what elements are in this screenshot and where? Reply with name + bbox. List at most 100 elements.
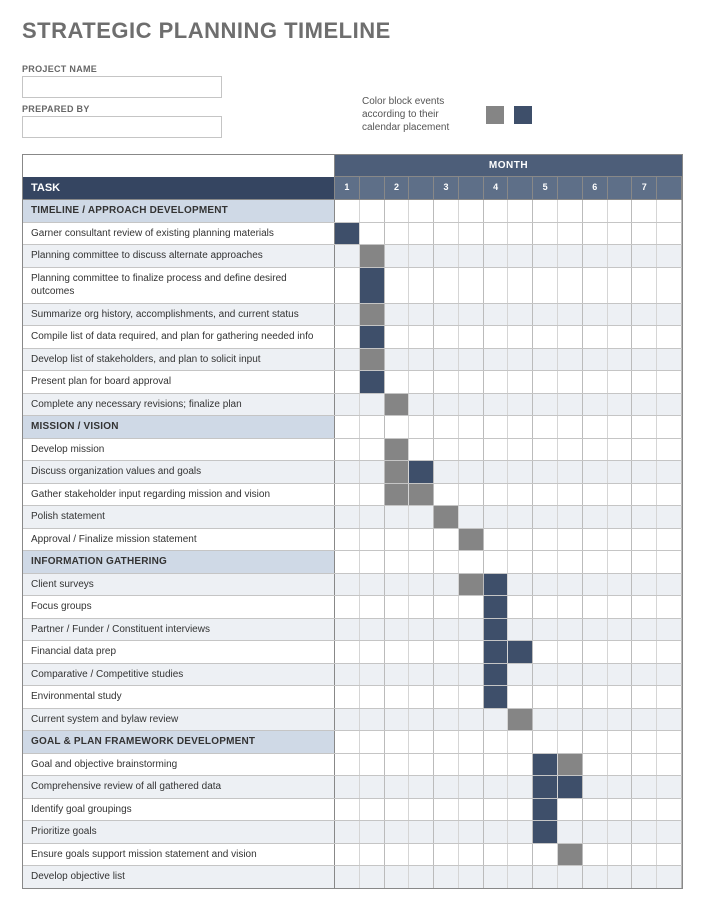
gantt-cell	[360, 349, 385, 371]
gantt-cell	[335, 731, 360, 753]
gantt-cell	[558, 821, 583, 843]
gantt-cell	[608, 754, 633, 776]
gantt-cell	[459, 821, 484, 843]
gantt-cell	[583, 799, 608, 821]
gantt-cell	[508, 574, 533, 596]
gantt-cell	[434, 484, 459, 506]
gantt-cell	[409, 709, 434, 731]
gantt-cell	[434, 821, 459, 843]
gantt-cell	[385, 641, 410, 663]
gantt-cell	[335, 686, 360, 708]
gantt-cell	[558, 484, 583, 506]
gantt-cell	[583, 686, 608, 708]
gantt-cell	[434, 326, 459, 348]
gantt-cell	[360, 641, 385, 663]
gantt-cell	[434, 799, 459, 821]
gantt-cell	[657, 529, 682, 551]
gantt-cell	[632, 371, 657, 393]
gantt-cell	[385, 349, 410, 371]
project-name-input[interactable]	[22, 76, 222, 98]
task-label: Present plan for board approval	[23, 371, 335, 393]
gantt-cell	[533, 394, 558, 416]
task-row: Goal and objective brainstorming	[23, 754, 682, 777]
gantt-cell	[484, 506, 509, 528]
month-num-cell: 6	[583, 177, 608, 200]
gantt-cell	[385, 529, 410, 551]
task-row: Identify goal groupings	[23, 799, 682, 822]
task-label: Discuss organization values and goals	[23, 461, 335, 483]
month-num-cell: 4	[484, 177, 509, 200]
gantt-cell	[335, 268, 360, 303]
gantt-cell	[632, 394, 657, 416]
gantt-cell	[608, 439, 633, 461]
gantt-cell	[484, 776, 509, 798]
gantt-cell	[335, 484, 360, 506]
gantt-cell	[533, 709, 558, 731]
gantt-cell	[508, 686, 533, 708]
gantt-cell	[335, 461, 360, 483]
gantt-cell	[484, 619, 509, 641]
gantt-cell	[409, 484, 434, 506]
task-row: Gather stakeholder input regarding missi…	[23, 484, 682, 507]
gantt-cell	[632, 664, 657, 686]
gantt-cell	[409, 245, 434, 267]
gantt-cell	[459, 776, 484, 798]
gantt-cell	[360, 754, 385, 776]
gantt-cell	[385, 731, 410, 753]
gantt-cell	[434, 844, 459, 866]
gantt-cell	[608, 709, 633, 731]
gantt-cell	[360, 619, 385, 641]
gantt-cell	[558, 551, 583, 573]
gantt-cell	[657, 619, 682, 641]
gantt-cell	[632, 619, 657, 641]
gantt-cell	[657, 461, 682, 483]
gantt-cell	[558, 349, 583, 371]
gantt-cell	[385, 686, 410, 708]
task-row: Comparative / Competitive studies	[23, 664, 682, 687]
section-label: TIMELINE / APPROACH DEVELOPMENT	[23, 200, 335, 222]
gantt-cell	[583, 200, 608, 222]
gantt-cell	[533, 686, 558, 708]
gantt-cell	[583, 461, 608, 483]
gantt-cell	[657, 866, 682, 888]
gantt-cell	[508, 709, 533, 731]
gantt-cell	[508, 439, 533, 461]
page-title: STRATEGIC PLANNING TIMELINE	[22, 18, 683, 44]
prepared-by-input[interactable]	[22, 116, 222, 138]
gantt-cell	[632, 844, 657, 866]
gantt-cell	[484, 461, 509, 483]
gantt-cell	[484, 326, 509, 348]
gantt-cell	[335, 529, 360, 551]
gantt-cell	[533, 349, 558, 371]
gantt-cell	[608, 484, 633, 506]
gantt-cell	[583, 506, 608, 528]
gantt-cell	[335, 304, 360, 326]
task-row: Partner / Funder / Constituent interview…	[23, 619, 682, 642]
gantt-cell	[508, 551, 533, 573]
gantt-cell	[558, 866, 583, 888]
gantt-cell	[558, 664, 583, 686]
gantt-cell	[657, 349, 682, 371]
gantt-cell	[484, 268, 509, 303]
gantt-cell	[385, 754, 410, 776]
project-name-label: PROJECT NAME	[22, 64, 222, 74]
gantt-cell	[385, 821, 410, 843]
gantt-cell	[434, 304, 459, 326]
gantt-cell	[409, 731, 434, 753]
gantt-cell	[360, 551, 385, 573]
gantt-cell	[434, 866, 459, 888]
gantt-cell	[533, 821, 558, 843]
gantt-cell	[360, 200, 385, 222]
legend: Color block events according to their ca…	[362, 95, 542, 134]
gantt-cell	[583, 394, 608, 416]
task-label: Client surveys	[23, 574, 335, 596]
gantt-cell	[657, 416, 682, 438]
gantt-cell	[484, 394, 509, 416]
gantt-cell	[657, 268, 682, 303]
gantt-cell	[484, 223, 509, 245]
gantt-cell	[409, 529, 434, 551]
gantt-cell	[533, 484, 558, 506]
gantt-cell	[632, 866, 657, 888]
gantt-cell	[385, 439, 410, 461]
gantt-cell	[434, 200, 459, 222]
